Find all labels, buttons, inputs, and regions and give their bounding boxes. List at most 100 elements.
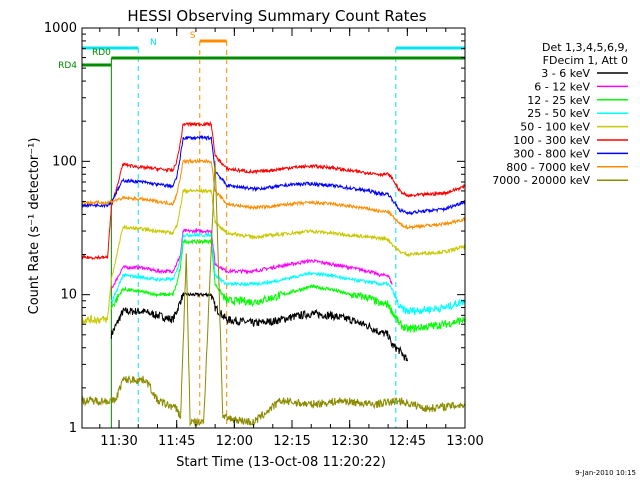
point-300-800-kev-10 bbox=[210, 137, 212, 139]
point-12-25-kev-16 bbox=[329, 288, 332, 290]
point-100-300-kev-2 bbox=[110, 206, 112, 209]
legend-label-7000-20000-kev: 7000 - 20000 keV bbox=[492, 174, 590, 187]
legend-header-line-2: FDecim 1, Att 0 bbox=[543, 54, 628, 67]
point-800-7000-kev-24 bbox=[399, 223, 401, 225]
point-7000-20000-kev-5 bbox=[176, 407, 178, 410]
point-300-800-kev-23 bbox=[391, 198, 393, 200]
point-300-800-kev-22 bbox=[387, 193, 389, 195]
point-800-7000-kev-19 bbox=[349, 205, 351, 207]
point-6-12-kev-5 bbox=[176, 263, 178, 265]
point-100-300-kev-9 bbox=[182, 123, 184, 125]
point-3-6-kev-1 bbox=[122, 310, 124, 312]
point-300-800-kev-20 bbox=[368, 190, 370, 192]
point-7000-20000-kev-4 bbox=[156, 400, 159, 402]
point-100-300-kev-18 bbox=[329, 166, 332, 169]
point-50-100-kev-24 bbox=[399, 251, 401, 253]
point-300-800-kev-8 bbox=[179, 155, 182, 157]
point-100-300-kev-21 bbox=[379, 173, 382, 175]
series-line-300-800-kev bbox=[81, 134, 466, 216]
point-800-7000-kev-26 bbox=[445, 223, 447, 225]
point-300-800-kev-14 bbox=[252, 188, 255, 190]
point-800-7000-kev-14 bbox=[252, 206, 255, 209]
point-12-25-kev-22 bbox=[399, 323, 401, 325]
legend-label-100-300-kev: 100 - 300 keV bbox=[513, 134, 590, 147]
point-7000-20000-kev-6 bbox=[179, 416, 182, 419]
point-25-50-kev-24 bbox=[445, 306, 447, 309]
legend-label-800-7000-kev: 800 - 7000 keV bbox=[506, 161, 590, 174]
point-6-12-kev-21 bbox=[391, 283, 393, 285]
point-3-6-kev-11 bbox=[241, 320, 243, 323]
point-800-7000-kev-21 bbox=[379, 210, 382, 213]
point-50-100-kev-17 bbox=[310, 230, 312, 232]
point-300-800-kev-6 bbox=[172, 185, 174, 187]
point-25-50-kev-9 bbox=[214, 274, 216, 276]
point-300-800-kev-25 bbox=[406, 212, 408, 214]
point-25-50-kev-21 bbox=[391, 288, 393, 290]
point-6-12-kev-10 bbox=[226, 270, 228, 272]
point-100-300-kev-4 bbox=[141, 166, 143, 169]
point-25-50-kev-22 bbox=[399, 306, 401, 309]
point-25-50-kev-2 bbox=[141, 276, 143, 278]
point-3-6-kev-19 bbox=[379, 331, 382, 334]
series-line-6-12-kev bbox=[111, 227, 393, 289]
x-tick-label-12-15: 12:15 bbox=[273, 434, 310, 449]
point-6-12-kev-16 bbox=[329, 263, 332, 265]
point-100-300-kev-23 bbox=[391, 177, 393, 179]
point-7000-20000-kev-17 bbox=[372, 403, 374, 406]
point-25-50-kev-0 bbox=[110, 303, 112, 305]
flag-label-n: N bbox=[150, 38, 157, 48]
point-300-800-kev-5 bbox=[156, 183, 159, 186]
point-3-6-kev-15 bbox=[310, 313, 312, 315]
point-12-25-kev-24 bbox=[445, 323, 447, 325]
point-100-300-kev-25 bbox=[406, 195, 408, 197]
legend-label-12-25-kev: 12 - 25 keV bbox=[527, 94, 590, 107]
point-3-6-kev-7 bbox=[182, 294, 184, 296]
x-tick-label-12-00: 12:00 bbox=[216, 434, 253, 449]
point-3-6-kev-23 bbox=[406, 360, 408, 362]
point-25-50-kev-15 bbox=[310, 272, 312, 274]
point-800-7000-kev-2 bbox=[110, 200, 112, 203]
point-25-50-kev-23 bbox=[406, 310, 408, 312]
point-25-50-kev-10 bbox=[226, 283, 228, 285]
point-100-300-kev-6 bbox=[172, 170, 174, 172]
point-50-100-kev-16 bbox=[291, 232, 293, 234]
point-50-100-kev-20 bbox=[368, 236, 370, 238]
point-100-300-kev-8 bbox=[179, 141, 182, 143]
point-800-7000-kev-10 bbox=[210, 160, 212, 162]
point-100-300-kev-22 bbox=[387, 173, 389, 175]
point-7000-20000-kev-3 bbox=[145, 379, 147, 381]
y-tick-label-1000: 1000 bbox=[44, 21, 77, 36]
legend: Det 1,3,4,5,6,9, FDecim 1, Att 0 3 - 6 k… bbox=[492, 41, 628, 187]
point-6-12-kev-15 bbox=[310, 260, 312, 262]
point-100-300-kev-11 bbox=[214, 155, 216, 157]
point-3-6-kev-0 bbox=[110, 334, 112, 336]
point-3-6-kev-16 bbox=[329, 314, 332, 316]
plot-frame bbox=[81, 27, 466, 429]
series-line-50-100-kev bbox=[81, 187, 466, 325]
series-line-3-6-kev bbox=[110, 291, 408, 361]
point-25-50-kev-17 bbox=[349, 278, 351, 281]
point-300-800-kev-21 bbox=[379, 193, 382, 195]
point-800-7000-kev-12 bbox=[226, 203, 228, 205]
point-3-6-kev-12 bbox=[252, 322, 255, 324]
point-7000-20000-kev-12 bbox=[222, 416, 224, 419]
point-6-12-kev-14 bbox=[291, 263, 293, 265]
point-100-300-kev-24 bbox=[399, 190, 401, 192]
point-800-7000-kev-3 bbox=[122, 197, 124, 199]
point-6-12-kev-11 bbox=[241, 270, 243, 272]
point-300-800-kev-16 bbox=[291, 183, 293, 186]
point-6-12-kev-13 bbox=[272, 266, 274, 269]
point-12-25-kev-18 bbox=[368, 297, 370, 299]
point-800-7000-kev-20 bbox=[368, 208, 370, 210]
point-12-25-kev-13 bbox=[272, 297, 274, 299]
series-line-100-300-kev bbox=[81, 120, 466, 261]
y-tick-label-100: 100 bbox=[52, 154, 77, 169]
point-3-6-kev-3 bbox=[156, 314, 159, 316]
point-12-25-kev-15 bbox=[310, 285, 312, 288]
point-50-100-kev-14 bbox=[252, 236, 255, 238]
point-25-50-kev-3 bbox=[156, 278, 159, 281]
point-100-300-kev-12 bbox=[226, 168, 228, 170]
point-12-25-kev-6 bbox=[179, 266, 182, 269]
point-12-25-kev-23 bbox=[406, 328, 408, 330]
